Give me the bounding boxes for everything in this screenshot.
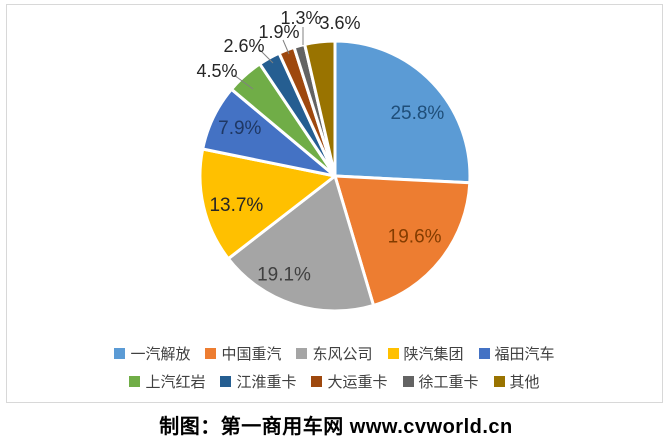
legend-label: 福田汽车 [494,346,555,363]
legend-label: 中国重汽 [221,346,282,363]
slice-label-4: 13.7% [209,195,263,216]
legend-label: 徐工重卡 [418,374,479,391]
legend-marker-icon [402,376,414,387]
legend-item-9: 徐工重卡 [402,371,479,392]
legend-label: 江淮重卡 [236,374,297,391]
legend-row-2: 上汽红岩 江淮重卡 大运重卡 徐工重卡 其他 [129,371,540,392]
pie-slice-4 [198,147,337,261]
legend-marker-icon [220,376,232,387]
slice-label-5: 7.9% [218,118,261,139]
leader-line-7 [259,49,274,64]
legend-label: 东风公司 [312,346,373,363]
legend-label: 上汽红岩 [145,374,206,391]
legend-item-10: 其他 [493,371,540,392]
pie-chart: 25.8% 19.6% 19.1% 13.7% 7.9% 4.5% 2.6%1.9%1.3%… [196,8,472,313]
chart-legend: 一汽解放 中国重汽 东风公司 陕汽集团 福田汽车上汽红岩 江淮重卡 大运重卡 徐工重卡 其他 [7,343,662,392]
legend-marker-icon [478,348,490,359]
legend-marker-icon [114,348,126,359]
legend-item-6: 上汽红岩 [129,371,205,392]
chart-frame: 25.8% 19.6% 19.1% 13.7% 7.9% 4.5% 2.6% 1.9% 1.3%… [6,4,663,403]
legend-row-1: 一汽解放 中国重汽 东风公司 陕汽集团 福田汽车 [114,343,555,364]
pie-slice-2 [333,174,472,307]
pie-slice-3 [226,174,375,313]
legend-marker-icon [493,376,505,387]
slice-label-3: 19.1% [257,264,311,285]
legend-item-4: 陕汽集团 [387,343,464,364]
legend-marker-icon [129,376,141,387]
leader-line-8 [282,39,290,55]
slice-label-7: 2.6% [223,36,264,56]
slice-label-10: 3.6% [319,13,360,33]
legend-label: 陕汽集团 [403,346,464,363]
legend-label: 大运重卡 [327,374,388,391]
legend-marker-icon [296,348,308,359]
slice-label-1: 25.8% [390,103,444,124]
legend-item-3: 东风公司 [296,343,373,364]
leader-line-6 [233,74,254,90]
legend-label: 一汽解放 [130,346,191,363]
legend-item-8: 大运重卡 [311,371,388,392]
legend-marker-icon [205,348,217,359]
legend-item-1: 一汽解放 [114,343,190,364]
legend-marker-icon [311,376,323,387]
slice-label-8: 1.9% [258,22,299,42]
pie-slice-10 [303,39,337,178]
legend-item-5: 福田汽车 [478,343,555,364]
legend-item-7: 江淮重卡 [220,371,296,392]
legend-label: 其他 [509,374,540,391]
legend-item-2: 中国重汽 [205,343,281,364]
caption: 制图：第一商用车网 www.cvworld.cn [159,416,513,438]
slice-label-6: 4.5% [196,61,237,81]
legend-marker-icon [387,348,399,359]
pie-slice-1 [333,39,472,185]
slice-label-2: 19.6% [388,227,442,248]
slice-label-9: 1.3% [280,8,321,28]
